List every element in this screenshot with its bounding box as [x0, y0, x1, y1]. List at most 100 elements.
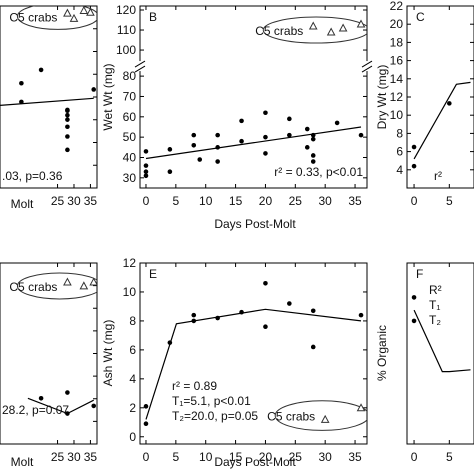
c5-group-ellipse: [16, 272, 97, 300]
c5-point-triangle: [356, 19, 366, 28]
data-point: [167, 340, 173, 345]
data-point: [287, 116, 292, 122]
data-point: [310, 132, 316, 138]
data-point: [38, 67, 44, 73]
data-point: [65, 134, 70, 139]
annotation-text: r² = 0.33, p<0.01: [274, 165, 363, 179]
plot-area: [411, 81, 471, 169]
y-tick-label: 10: [123, 285, 137, 299]
x-tick-label: 0: [143, 450, 150, 464]
y-tick-label: 60: [123, 110, 137, 124]
x-tick-label: 5: [446, 194, 453, 208]
x-tick-label: 20: [259, 194, 273, 208]
plot-area: C5 crabs: [143, 280, 367, 431]
y-tick-label: 18: [390, 35, 404, 49]
plot-area: [411, 295, 471, 373]
c5-crabs-label: C5 crabs: [9, 10, 57, 24]
data-point: [65, 124, 70, 130]
annotation-text: .03, p=0.36: [2, 169, 63, 183]
plot-area: C5 crabs: [9, 272, 97, 416]
c5-point-triangle: [89, 277, 97, 286]
data-point: [191, 142, 197, 148]
data-point: [263, 280, 268, 286]
data-point: [143, 169, 149, 175]
data-point: [65, 147, 70, 153]
y-tick-label: 100: [116, 43, 136, 57]
panel-label: B: [149, 10, 157, 24]
axis-break-mask: [362, 61, 372, 72]
y-tick-label: 70: [123, 89, 137, 103]
y-tick-label: 16: [390, 54, 404, 68]
panel-label: E: [149, 267, 157, 281]
data-point: [215, 159, 220, 164]
data-point: [91, 403, 97, 409]
data-point: [263, 151, 268, 156]
x-tick-label: 0: [411, 450, 418, 464]
y-axis-title: Wet Wt (mg): [101, 63, 115, 130]
y-tick-label: 2: [129, 401, 136, 415]
data-point: [191, 132, 197, 138]
c5-point-triangle: [356, 403, 366, 412]
x-axis-title: Days Post-Molt: [214, 455, 296, 469]
x-tick-label: 5: [172, 194, 179, 208]
data-point: [263, 110, 268, 116]
data-point: [310, 159, 316, 164]
x-tick-label: 0: [143, 194, 150, 208]
x-tick-label: 35: [348, 194, 362, 208]
plot-frame: [139, 5, 368, 189]
fit-line: [413, 81, 471, 160]
c5-point-triangle: [63, 277, 72, 286]
c5-point-triangle: [338, 23, 348, 32]
data-point: [143, 404, 149, 409]
data-point: [143, 421, 149, 427]
data-point: [263, 324, 268, 330]
data-point: [167, 147, 173, 152]
c5-point-triangle: [69, 13, 79, 22]
data-point: [447, 101, 452, 106]
data-point: [411, 318, 417, 324]
x-axis-title: Molt: [11, 455, 34, 469]
data-point: [239, 138, 244, 144]
data-point: [143, 149, 149, 154]
data-point: [65, 107, 70, 113]
c5-crabs-label: C5 crabs: [255, 24, 303, 38]
data-point: [38, 395, 44, 401]
y-tick-label: 8: [129, 314, 136, 328]
x-tick-label: 30: [319, 194, 333, 208]
data-point: [310, 344, 316, 350]
y-tick-label: 22: [390, 0, 404, 13]
plot-frame: [139, 262, 368, 445]
data-point: [287, 132, 292, 138]
panel-label: C: [416, 10, 425, 24]
x-tick-label: 25: [51, 450, 65, 464]
annotation-text: T₂=20.0, p=0.05: [172, 409, 258, 423]
annotation-text: T₁=5.1, p<0.01: [172, 394, 251, 408]
axis-break-mark: [134, 65, 146, 73]
c5-point-triangle: [79, 281, 89, 290]
c5-point-triangle: [86, 7, 95, 16]
plot-frame: [406, 5, 474, 189]
data-point: [411, 163, 417, 169]
y-tick-label: 12: [390, 90, 404, 104]
data-point: [191, 312, 197, 318]
data-point: [263, 134, 268, 140]
x-tick-label: 35: [84, 450, 98, 464]
data-point: [167, 169, 173, 175]
data-point: [65, 112, 70, 118]
axis-break-mark: [361, 65, 373, 73]
y-tick-label: 0: [129, 430, 136, 444]
chart-panel-b: 0 5 10 15 20 25 30 35 30 40 50 60 70 80 100 110 120 C5 cr…: [101, 3, 373, 231]
annotation-text: R²: [429, 283, 442, 297]
y-tick-label: 12: [123, 256, 137, 270]
y-tick-label: 40: [123, 150, 137, 164]
data-point: [239, 309, 244, 315]
x-tick-label: 20: [259, 450, 273, 464]
c5-crabs-label: C5 crabs: [9, 280, 57, 294]
x-tick-label: 30: [67, 450, 81, 464]
axis-break-mask: [135, 61, 145, 72]
fit-line: [145, 308, 362, 420]
plot-frame: [0, 5, 98, 189]
x-tick-label: 0: [411, 194, 418, 208]
